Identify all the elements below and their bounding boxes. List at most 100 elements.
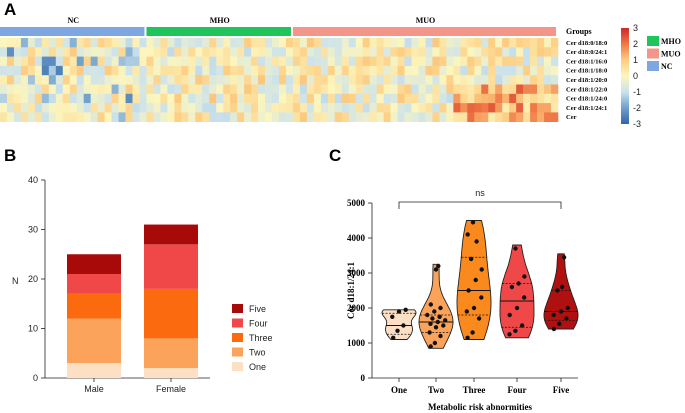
heatmap-cell — [230, 47, 238, 57]
panel-label-b: B — [4, 146, 17, 165]
heatmap-cell — [306, 38, 315, 48]
violin-point — [428, 344, 433, 349]
heatmap-cell — [509, 56, 517, 67]
heatmap-cell — [488, 75, 496, 85]
heatmap-cell — [292, 65, 301, 76]
heatmap-cell — [69, 75, 78, 85]
heatmap-cell — [258, 47, 266, 57]
heatmap-cell — [202, 84, 210, 95]
heatmap-cell — [153, 84, 161, 95]
heatmap-cell — [181, 75, 189, 85]
heatmap-cell — [509, 93, 517, 104]
heatmap-cell — [523, 103, 531, 113]
heatmap-cell — [348, 47, 357, 57]
heatmap-cell — [397, 65, 405, 76]
heatmap-cell — [320, 56, 329, 67]
violin-point — [428, 302, 433, 307]
heatmap-cell — [411, 56, 419, 67]
heatmap-cell — [97, 65, 105, 76]
heatmap-cell — [292, 56, 301, 67]
heatmap-cell — [188, 103, 196, 113]
heatmap-cell — [355, 112, 363, 122]
heatmap-cell — [502, 112, 510, 122]
heatmap-cell — [488, 112, 496, 122]
heatmap-cell — [439, 93, 447, 104]
heatmap-cell — [495, 84, 503, 95]
group-label-nc: NC — [67, 16, 79, 25]
heatmap-cell — [327, 56, 336, 67]
heatmap-cell — [202, 65, 210, 76]
heatmap-cell — [76, 47, 84, 57]
heatmap-cell — [90, 93, 98, 104]
heatmap-cell — [488, 56, 496, 67]
heatmap-cell — [453, 75, 461, 85]
heatmap-cell — [41, 65, 50, 76]
heatmap-legend-swatch-nc — [647, 61, 659, 71]
heatmap-cell — [481, 38, 489, 48]
heatmap-legend-label-muo: MUO — [661, 50, 681, 59]
heatmap-cell — [97, 56, 105, 67]
heatmap-cell — [516, 112, 524, 122]
violin-point — [509, 284, 515, 290]
heatmap-cell — [6, 112, 15, 122]
heatmap-cell — [244, 38, 252, 48]
heatmap-cell — [160, 112, 168, 122]
violin-point — [557, 321, 562, 326]
heatmap-cell — [537, 103, 545, 113]
heatmap-cell — [83, 112, 91, 122]
heatmap-cell — [279, 112, 287, 122]
heatmap-cell — [341, 38, 350, 48]
heatmap-cell — [251, 93, 259, 104]
heatmap-cell — [474, 84, 482, 95]
heatmap-cell — [439, 84, 447, 95]
heatmap-cell — [432, 84, 440, 95]
heatmap-cell — [111, 75, 119, 85]
heatmap-cell — [460, 47, 468, 57]
heatmap-cell — [272, 112, 280, 122]
heatmap-cell — [376, 38, 384, 48]
heatmap-cell — [327, 47, 336, 57]
heatmap-cell — [460, 75, 468, 85]
heatmap-cell — [362, 112, 370, 122]
violin-point — [441, 323, 446, 328]
heatmap-cell — [453, 38, 461, 48]
heatmap-cell — [90, 56, 98, 67]
violin-x-tick-label: One — [391, 385, 407, 395]
violin-point — [427, 330, 432, 335]
heatmap-cell — [523, 47, 531, 57]
heatmap-cell — [20, 75, 29, 85]
violin-point — [555, 288, 560, 293]
heatmap-cell — [544, 93, 552, 104]
heatmap-cell — [27, 56, 36, 67]
heatmap-cell — [174, 84, 182, 95]
heatmap-cell — [195, 103, 203, 113]
bar-legend-swatch-three — [232, 333, 243, 342]
colorbar-tick: 3 — [633, 23, 638, 33]
heatmap-cell — [306, 56, 315, 67]
heatmap-cell — [327, 65, 336, 76]
heatmap-cell — [348, 103, 357, 113]
heatmap-cell — [6, 38, 15, 48]
heatmap-cell — [397, 75, 405, 85]
violin-point — [513, 246, 518, 251]
violin-point — [551, 312, 556, 318]
heatmap-cell — [432, 93, 440, 104]
heatmap-cell — [76, 112, 84, 122]
heatmap-cell — [348, 93, 357, 104]
heatmap-cell — [516, 38, 524, 48]
heatmap-cell — [62, 47, 71, 57]
heatmap-cell — [188, 93, 196, 104]
bar-y-tick-label: 10 — [28, 324, 38, 334]
bar-legend-swatch-two — [232, 347, 243, 357]
heatmap-cell — [209, 47, 217, 57]
heatmap-cell — [244, 47, 252, 57]
heatmap-cell — [41, 75, 50, 85]
violin-x-tick-label: Two — [428, 385, 445, 395]
heatmap-cell — [48, 93, 57, 104]
heatmap-row-label: Cer d18:1/20:0 — [566, 77, 607, 84]
violin-point — [559, 284, 565, 290]
heatmap-cell — [167, 38, 175, 48]
bar-segment-four — [144, 244, 198, 289]
heatmap-cell — [551, 56, 559, 67]
heatmap-cell — [258, 112, 266, 122]
